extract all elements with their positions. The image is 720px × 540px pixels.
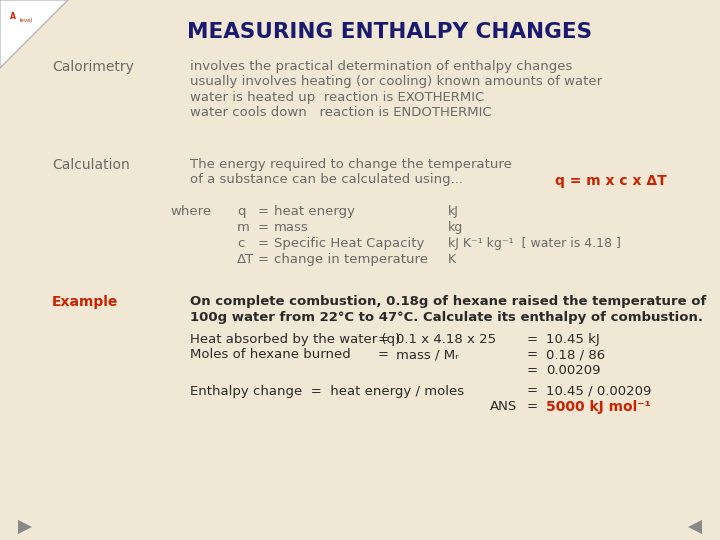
Text: Example: Example bbox=[52, 295, 118, 309]
Text: water is heated up  reaction is EXOTHERMIC: water is heated up reaction is EXOTHERMI… bbox=[190, 91, 485, 104]
Text: 5000 kJ mol⁻¹: 5000 kJ mol⁻¹ bbox=[546, 400, 651, 414]
Text: On complete combustion, 0.18g of hexane raised the temperature of: On complete combustion, 0.18g of hexane … bbox=[190, 295, 706, 308]
Text: 100g water from 22°C to 47°C. Calculate its enthalpy of combustion.: 100g water from 22°C to 47°C. Calculate … bbox=[190, 310, 703, 323]
Polygon shape bbox=[0, 0, 68, 68]
Text: K: K bbox=[448, 253, 456, 266]
Text: =: = bbox=[527, 348, 538, 361]
Polygon shape bbox=[688, 520, 702, 534]
Text: kJ K⁻¹ kg⁻¹  [ water is 4.18 ]: kJ K⁻¹ kg⁻¹ [ water is 4.18 ] bbox=[448, 237, 621, 250]
Text: Heat absorbed by the water (q): Heat absorbed by the water (q) bbox=[190, 333, 400, 346]
Text: level: level bbox=[20, 18, 33, 23]
Text: Calorimetry: Calorimetry bbox=[52, 60, 134, 74]
Text: Moles of hexane burned: Moles of hexane burned bbox=[190, 348, 351, 361]
Text: heat energy: heat energy bbox=[274, 205, 355, 218]
Text: 0.18 / 86: 0.18 / 86 bbox=[546, 348, 605, 361]
Text: =: = bbox=[527, 333, 538, 346]
Text: usually involves heating (or cooling) known amounts of water: usually involves heating (or cooling) kn… bbox=[190, 76, 602, 89]
Text: Enthalpy change  =  heat energy / moles: Enthalpy change = heat energy / moles bbox=[190, 384, 464, 397]
Text: change in temperature: change in temperature bbox=[274, 253, 428, 266]
Text: Calculation: Calculation bbox=[52, 158, 130, 172]
Text: ΔT: ΔT bbox=[237, 253, 254, 266]
Text: m: m bbox=[237, 221, 250, 234]
Text: kg: kg bbox=[448, 221, 463, 234]
Text: 10.45 kJ: 10.45 kJ bbox=[546, 333, 600, 346]
Text: 0.00209: 0.00209 bbox=[546, 364, 600, 377]
Text: q = m x c x ΔT: q = m x c x ΔT bbox=[555, 173, 667, 187]
Text: 0.1 x 4.18 x 25: 0.1 x 4.18 x 25 bbox=[396, 333, 496, 346]
Text: =: = bbox=[258, 253, 269, 266]
Text: =: = bbox=[258, 237, 269, 250]
Text: =: = bbox=[527, 364, 538, 377]
Text: =: = bbox=[378, 333, 389, 346]
Text: of a substance can be calculated using...: of a substance can be calculated using..… bbox=[190, 173, 463, 186]
Polygon shape bbox=[18, 520, 32, 534]
Text: =: = bbox=[527, 400, 538, 413]
Text: q: q bbox=[237, 205, 246, 218]
Text: 10.45 / 0.00209: 10.45 / 0.00209 bbox=[546, 384, 652, 397]
Text: A: A bbox=[10, 12, 16, 21]
Text: ANS: ANS bbox=[490, 400, 517, 413]
Text: Specific Heat Capacity: Specific Heat Capacity bbox=[274, 237, 424, 250]
Text: mass: mass bbox=[274, 221, 309, 234]
Text: kJ: kJ bbox=[448, 205, 459, 218]
Text: =: = bbox=[258, 221, 269, 234]
Text: =: = bbox=[258, 205, 269, 218]
Text: =: = bbox=[527, 384, 538, 397]
Text: MEASURING ENTHALPY CHANGES: MEASURING ENTHALPY CHANGES bbox=[187, 22, 593, 42]
Text: water cools down   reaction is ENDOTHERMIC: water cools down reaction is ENDOTHERMIC bbox=[190, 106, 492, 119]
Text: The energy required to change the temperature: The energy required to change the temper… bbox=[190, 158, 512, 171]
Text: c: c bbox=[237, 237, 244, 250]
Text: where: where bbox=[170, 205, 211, 218]
Text: =: = bbox=[378, 348, 389, 361]
Text: mass / Mᵣ: mass / Mᵣ bbox=[396, 348, 459, 361]
Text: involves the practical determination of enthalpy changes: involves the practical determination of … bbox=[190, 60, 572, 73]
